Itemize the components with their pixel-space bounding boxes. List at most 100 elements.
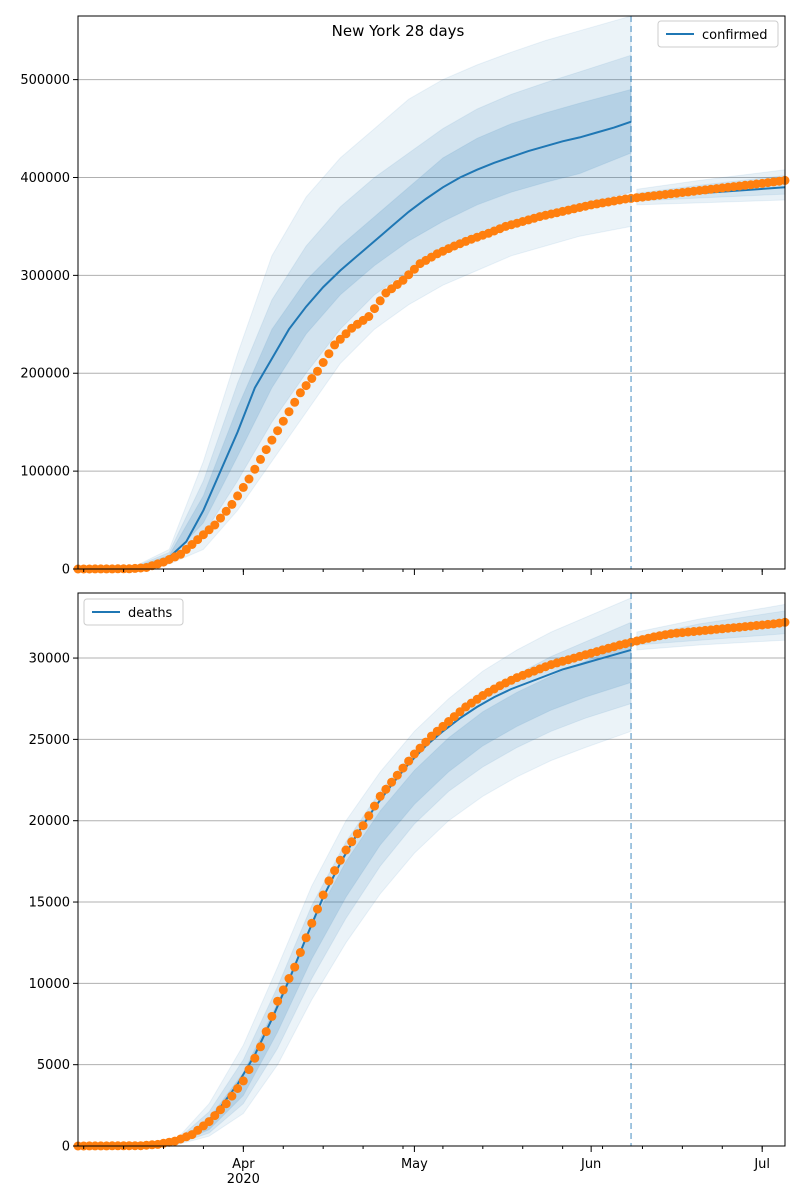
observed-point (370, 801, 379, 811)
observed-point (375, 791, 385, 801)
legend-label-deaths: deaths (128, 606, 173, 621)
observed-point (267, 435, 277, 445)
observed-point (313, 366, 322, 376)
observed-point (267, 1011, 277, 1021)
observed-point (318, 358, 328, 367)
observed-point (221, 1099, 231, 1109)
observed-point (290, 962, 300, 972)
y-tick-label: 15000 (29, 896, 70, 911)
y-tick-label: 500000 (20, 73, 70, 88)
x-tick-label: Jun (580, 1157, 601, 1172)
y-axis-ticks: 0 100000 200000 300000 400000 500000 (20, 73, 78, 578)
observed-point (307, 374, 317, 383)
observed-point (238, 482, 248, 492)
plot-area (78, 16, 785, 569)
observed-point (381, 784, 391, 794)
observed-point (341, 329, 351, 339)
observed-point (244, 1065, 254, 1075)
observed-points (73, 617, 790, 1151)
observed-point (284, 407, 294, 417)
observed-point (318, 890, 328, 900)
legend[interactable]: confirmed (657, 20, 779, 48)
y-tick-label: 400000 (20, 171, 70, 186)
plot-frame (77, 592, 786, 1147)
observed-point (204, 1117, 214, 1127)
x-tick-label: Jul (753, 1157, 770, 1172)
observed-point (210, 1111, 220, 1121)
x-tick-label: Apr (232, 1157, 255, 1172)
y-tick-label: 0 (62, 1140, 70, 1155)
legend-box (657, 20, 779, 48)
observed-point (398, 763, 408, 773)
y-tick-label: 10000 (29, 977, 70, 992)
legend-label-confirmed: confirmed (702, 28, 768, 43)
observed-point (398, 275, 408, 285)
observed-point (278, 416, 288, 426)
x-tick-label: May (401, 1157, 428, 1172)
observed-point (313, 904, 322, 914)
observed-point (273, 996, 283, 1006)
x-tick-sublabel: 2020 (227, 1172, 260, 1187)
plot-area (78, 593, 785, 1146)
observed-point (221, 506, 231, 516)
observed-point (301, 381, 311, 391)
legend[interactable]: deaths (83, 598, 184, 626)
observed-point (284, 974, 294, 983)
observed-point (244, 474, 254, 484)
y-tick-label: 300000 (20, 269, 70, 284)
observed-point (216, 1105, 225, 1115)
confirmed-panel: 0 100000 200000 300000 400000 500000 New York… (20, 15, 790, 578)
chart-title: New York 28 days (332, 22, 465, 40)
observed-point (330, 340, 340, 350)
observed-point (238, 1076, 248, 1086)
observed-point (324, 349, 334, 359)
observed-point (352, 829, 362, 839)
y-tick-label: 100000 (20, 465, 70, 480)
y-tick-label: 20000 (29, 814, 70, 829)
observed-point (301, 933, 311, 943)
observed-point (273, 426, 283, 436)
observed-point (295, 388, 305, 398)
observed-point (387, 777, 397, 787)
observed-point (227, 1091, 237, 1101)
observed-point (295, 948, 305, 957)
observed-point (415, 743, 425, 753)
y-tick-label: 25000 (29, 733, 70, 748)
observed-point (330, 866, 340, 876)
y-tick-label: 200000 (20, 367, 70, 382)
observed-point (324, 876, 334, 886)
y-tick-label: 30000 (29, 652, 70, 667)
observed-point (216, 513, 225, 523)
observed-point (421, 737, 431, 747)
observed-point (250, 1053, 260, 1063)
observed-point (278, 985, 288, 995)
median-line (78, 120, 632, 570)
y-tick-label: 5000 (37, 1058, 70, 1073)
legend-box (83, 598, 184, 626)
observed-point (233, 1084, 243, 1093)
observed-point (256, 454, 265, 464)
observed-point (250, 464, 260, 474)
observed-point (364, 312, 374, 321)
observed-point (409, 264, 419, 274)
observed-point (370, 304, 379, 314)
observed-point (335, 334, 345, 344)
observed-point (261, 445, 271, 455)
observed-points (73, 175, 790, 574)
observed-point (409, 749, 419, 759)
observed-point (290, 397, 300, 407)
uncertainty-band (129, 54, 632, 570)
observed-point (227, 499, 237, 509)
observed-point (404, 270, 414, 280)
observed-point (392, 770, 402, 780)
observed-point (307, 918, 317, 928)
observed-point (404, 756, 414, 766)
observed-point (341, 845, 351, 855)
observed-point (347, 837, 357, 847)
observed-point (375, 296, 385, 306)
observed-point (256, 1042, 265, 1052)
y-axis-ticks: 0 5000 10000 15000 20000 25000 30000 (29, 652, 78, 1155)
